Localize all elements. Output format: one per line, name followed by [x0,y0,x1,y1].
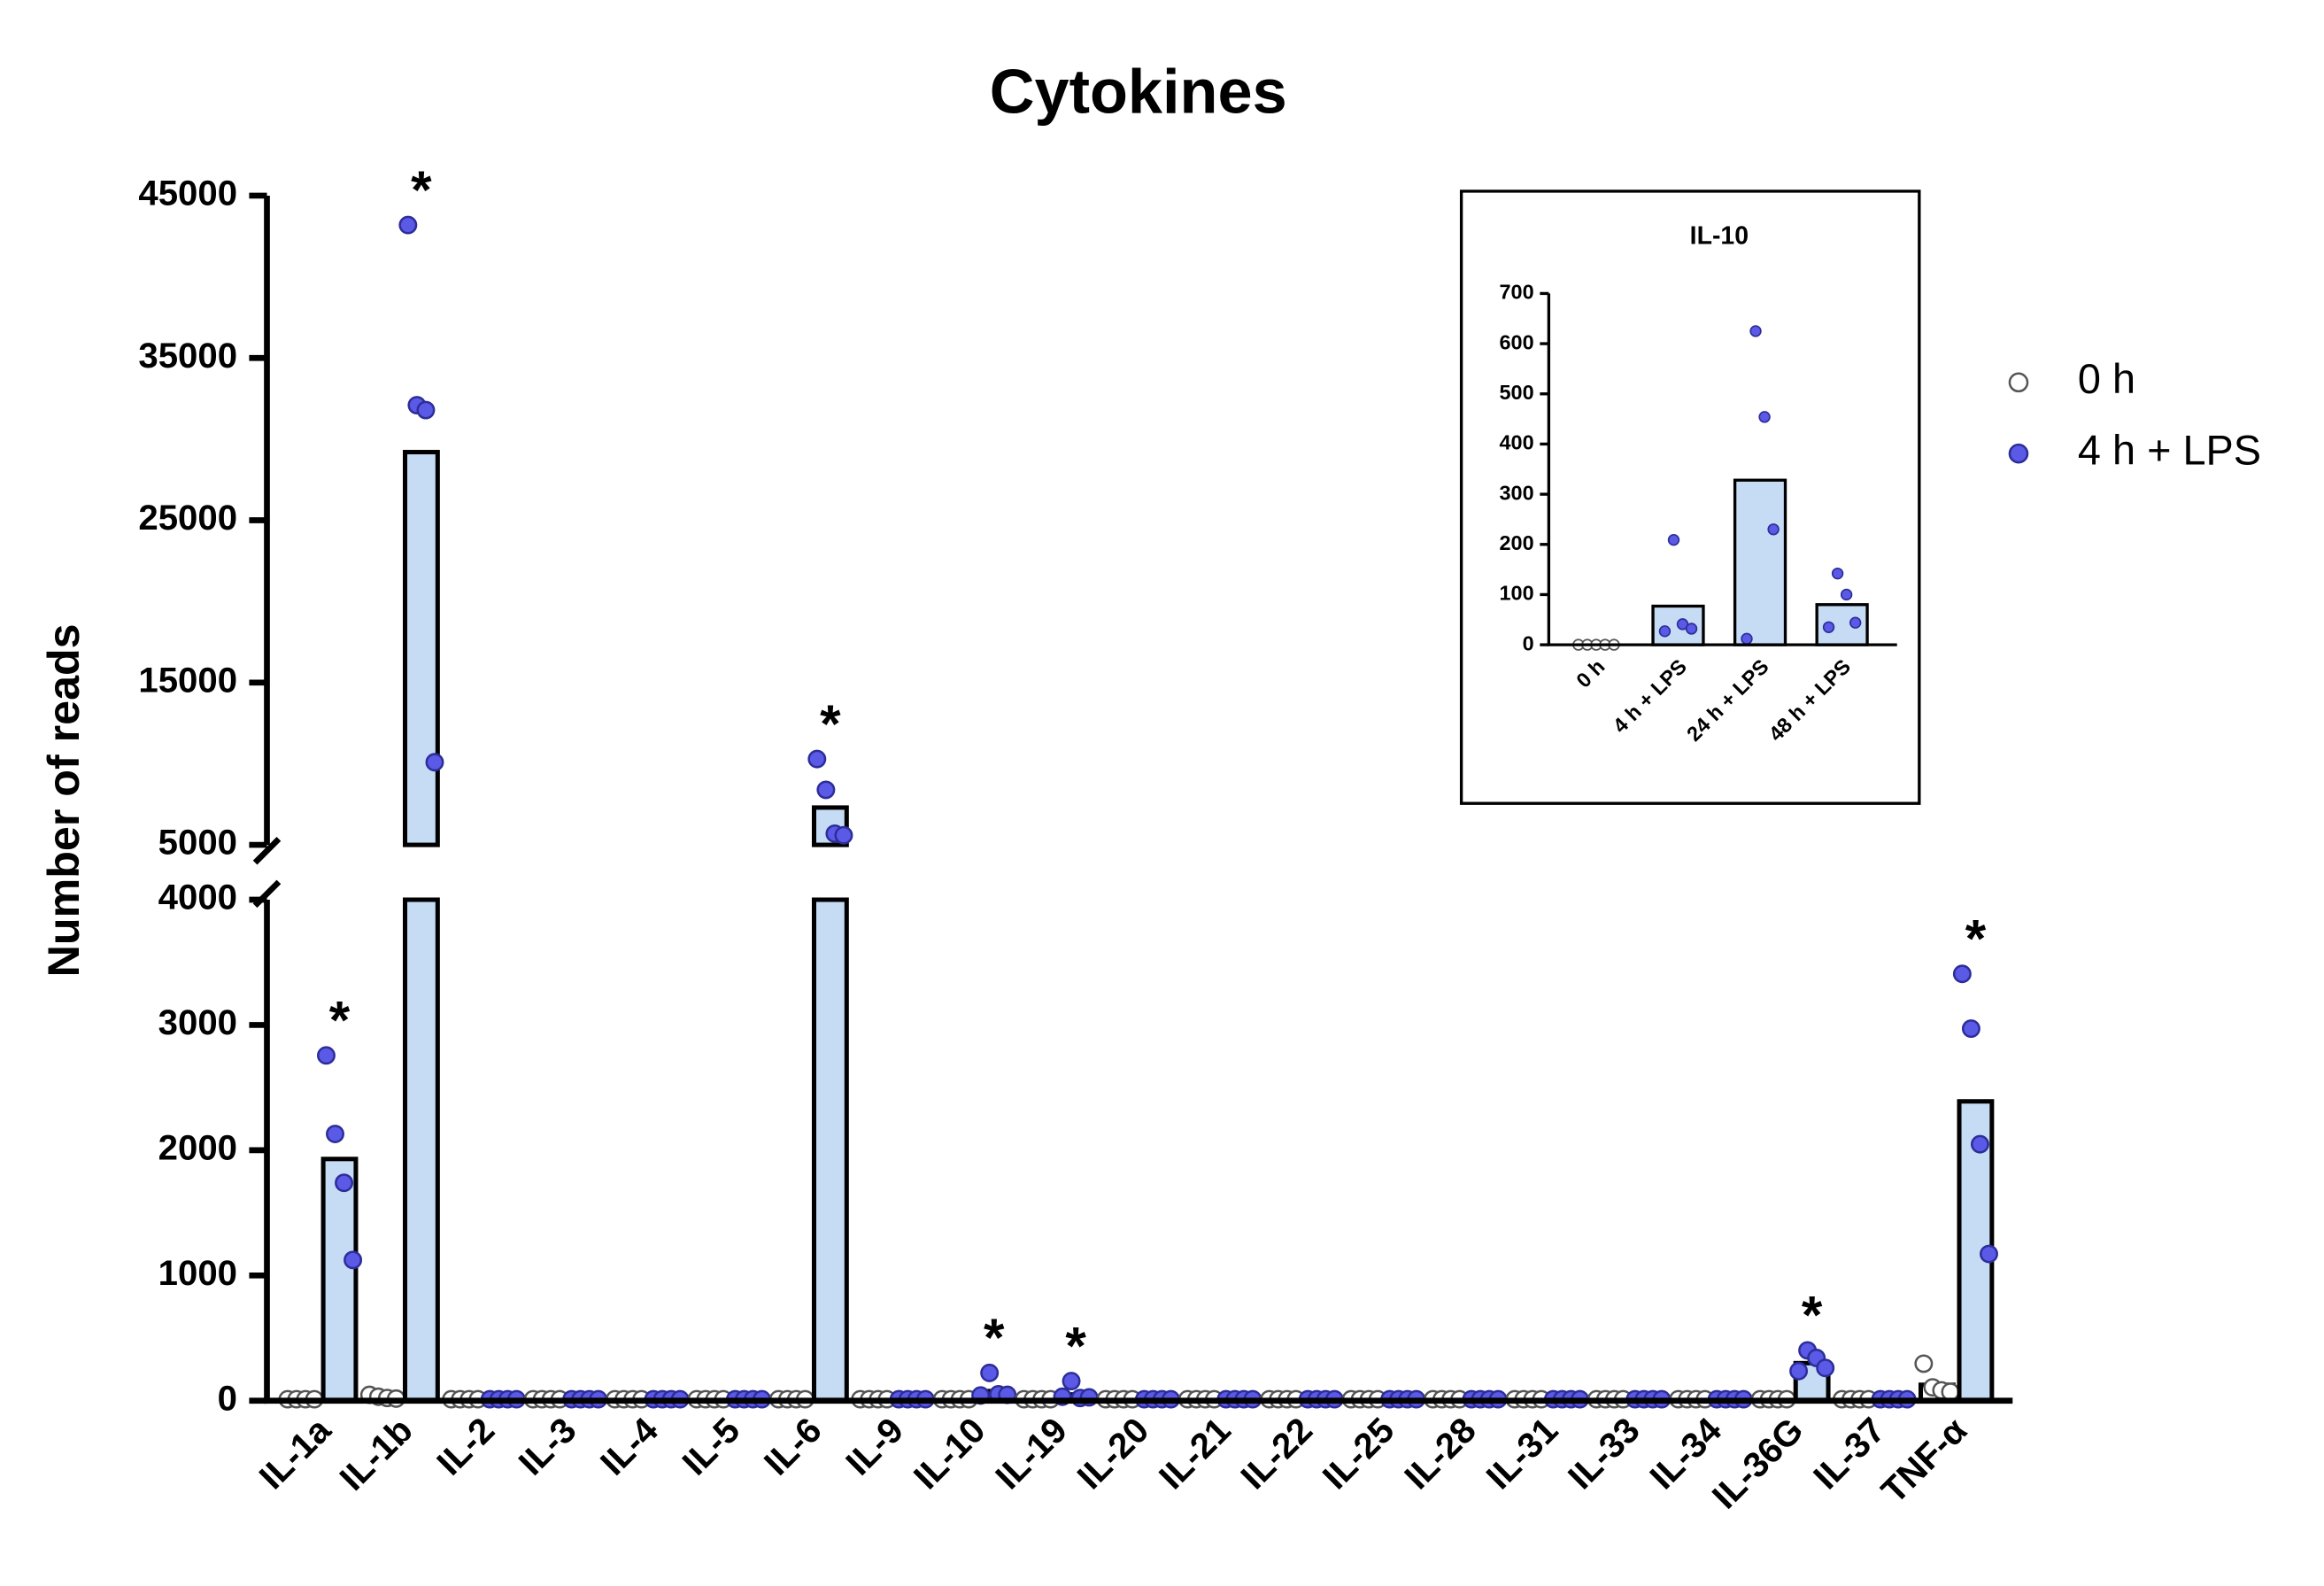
y-tick-label: 3000 [158,1002,237,1042]
data-point [1840,588,1853,601]
x-tick-label: IL-20 [1069,1410,1156,1497]
significance-label: * [1965,909,1987,969]
data-point [335,1173,354,1193]
x-tick-label: IL-21 [1152,1410,1239,1497]
data-point [1980,1244,1998,1264]
significance-label: * [329,990,351,1050]
data-point [1961,1019,1980,1039]
x-tick-label: IL-31 [1479,1410,1565,1497]
data-point [1758,411,1771,423]
y-tick-label: 0 [1523,631,1534,654]
x-tick-label: IL-33 [1561,1410,1648,1497]
inset-title: IL-10 [1690,221,1749,250]
data-point [416,400,436,420]
bar [811,897,849,1404]
data-point [398,215,418,235]
data-point [1914,1354,1934,1373]
x-tick-label: IL-10 [906,1410,992,1497]
data-point [980,1363,1000,1382]
x-tick-label: IL-4 [593,1410,667,1483]
x-tick-label: IL-3 [511,1410,583,1482]
data-point [1822,621,1835,633]
data-point [1789,1361,1809,1381]
y-tick-label: 600 [1500,330,1534,353]
data-point [344,1250,363,1270]
data-point [326,1125,344,1143]
significance-label: * [1065,1315,1086,1375]
bar [402,450,440,847]
data-point [816,780,836,800]
y-tick-label: 500 [1500,381,1534,404]
y-tick-label: 25000 [138,498,237,538]
legend-label: 0 h [2078,356,2135,402]
significance-label: * [1802,1285,1823,1345]
significance-label: * [984,1307,1005,1367]
x-tick-label: IL-5 [675,1410,747,1482]
y-tick-label: 15000 [138,660,237,700]
y-tick-label: 45000 [138,174,237,213]
data-point [1749,325,1762,337]
data-point [1667,533,1680,546]
data-point [1952,964,1972,984]
y-tick-label: 0 [218,1378,237,1418]
x-tick-label: IL-36G [1704,1410,1811,1516]
y-tick-label: 1000 [158,1253,237,1293]
significance-label: * [411,159,432,220]
legend-marker [2008,372,2029,393]
x-tick-label: IL-28 [1397,1410,1484,1497]
data-point [807,749,827,769]
x-tick-label: IL-2 [429,1410,502,1482]
x-tick-label: IL-22 [1233,1410,1320,1497]
data-point [1658,625,1672,638]
y-tick-label: 300 [1500,481,1534,504]
data-point [1062,1372,1081,1391]
chart-title: Cytokines [990,56,1287,126]
bar [402,897,440,1404]
y-tick-label: 2000 [158,1128,237,1168]
data-point [834,825,853,845]
x-tick-label: IL-25 [1315,1410,1401,1497]
y-tick-label: 200 [1500,531,1534,554]
data-point [1849,616,1862,629]
bar [320,1157,359,1404]
y-tick-label: 100 [1500,582,1534,605]
data-point [1767,523,1780,536]
data-point [1970,1134,1989,1154]
inset-frame [1459,190,1921,805]
data-point [1685,623,1698,635]
x-tick-label: IL-19 [988,1410,1075,1497]
x-tick-label: IL-9 [838,1410,911,1482]
data-point [1831,567,1844,580]
data-point [1741,632,1753,646]
x-tick-label: IL-1a [251,1410,339,1497]
x-tick-label: TNF-α [1873,1410,1974,1511]
data-point [316,1046,336,1065]
y-tick-label: 5000 [158,823,237,863]
y-axis-title: Number of reads [39,623,89,977]
data-point [1816,1358,1835,1378]
y-tick-label: 35000 [138,336,237,375]
x-tick-label: IL-1b [332,1410,421,1498]
legend-label: 4 h + LPS [2078,428,2261,474]
axis-break [252,837,282,865]
x-tick-label: IL-6 [756,1410,829,1482]
data-point [425,753,444,772]
significance-label: * [820,693,841,754]
legend-marker [2008,443,2029,464]
bar [1733,478,1787,646]
y-tick-label: 4000 [158,878,237,917]
y-tick-label: 700 [1500,281,1534,304]
data-point [1941,1382,1960,1402]
y-tick-label: 400 [1500,431,1534,454]
